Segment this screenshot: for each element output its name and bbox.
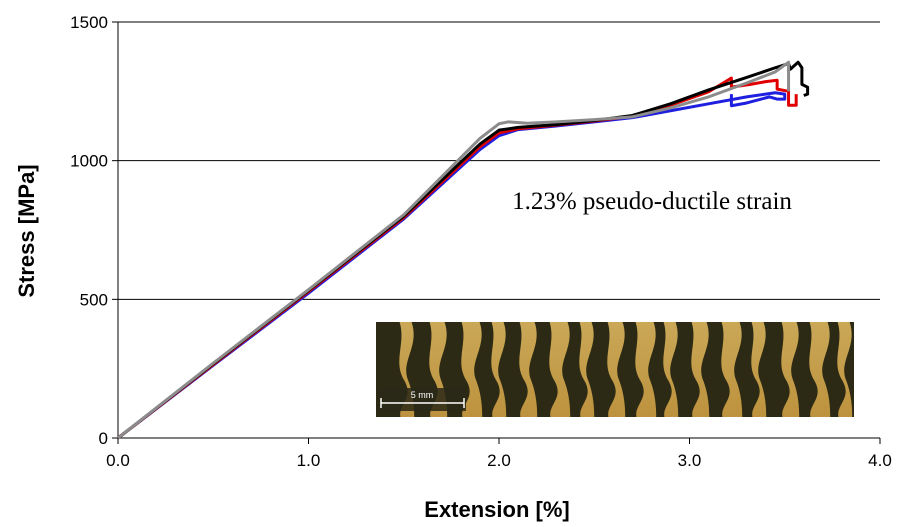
inset-stripe (751, 322, 767, 417)
inset-scale-label: 5 mm (411, 390, 434, 400)
x-tick-label: 2.0 (487, 451, 511, 470)
inset-stripe (837, 322, 853, 417)
y-tick-label: 1000 (70, 152, 108, 171)
inset-stripe (721, 322, 743, 417)
x-tick-label: 1.0 (297, 451, 321, 470)
y-tick-label: 1500 (70, 13, 108, 32)
inset-stripe (607, 322, 626, 417)
micrograph-inset-image: 5 mm (376, 322, 854, 417)
y-axis-title: Stress [MPa] (14, 164, 39, 297)
x-tick-label: 0.0 (106, 451, 130, 470)
inset-stripe (579, 322, 595, 417)
y-tick-label: 0 (99, 429, 108, 448)
series-line-1 (117, 76, 798, 440)
inset-stripe (663, 322, 679, 417)
annotation-pseudo-ductile-strain: 1.23% pseudo-ductile strain (512, 188, 792, 215)
series-line-3 (117, 60, 791, 440)
inset-stripe (635, 322, 657, 417)
y-tick-label: 500 (80, 290, 108, 309)
axes-layer: 0 500 1000 1500 0.0 1.0 2.0 3.0 4.0 (70, 13, 892, 470)
inset-stripes (399, 322, 853, 417)
grid-layer (118, 21, 880, 300)
inset-stripe (809, 322, 831, 417)
x-axis-title: Extension [%] (424, 497, 569, 522)
x-tick-label: 4.0 (868, 451, 892, 470)
inset-stripe (519, 322, 538, 417)
series-layer (117, 60, 810, 440)
inset-stripe (781, 322, 800, 417)
inset-stripe (549, 322, 571, 417)
series-line-2 (117, 60, 810, 440)
inset-scale-bar: 5 mm (379, 388, 466, 411)
inset-stripe (461, 322, 483, 417)
x-tick-label: 3.0 (678, 451, 702, 470)
inset-stripe (691, 322, 710, 417)
inset-stripe (491, 322, 507, 417)
